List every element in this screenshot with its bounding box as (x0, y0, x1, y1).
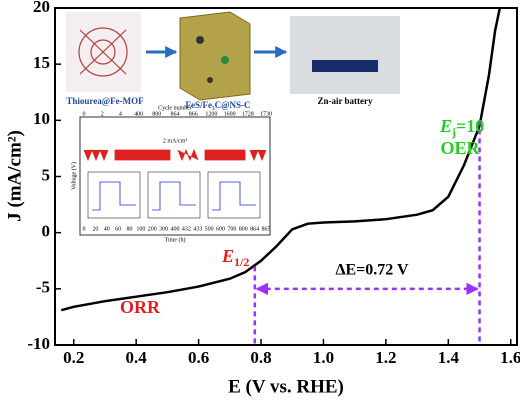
y-axis-title: J (mA/cm²) (4, 130, 25, 222)
data-line (60, 7, 502, 312)
x-tick-label: 1.0 (313, 348, 334, 367)
zoom-panel (207, 171, 261, 219)
inset-cycle-tick: 800 (152, 111, 161, 117)
e-half-label: E1/2 (221, 246, 249, 269)
inset-time-tick: 700 (227, 226, 236, 232)
inset-caption: Thiourea@Fe-MOF (66, 96, 144, 106)
y-tick-label: -10 (27, 334, 50, 353)
zoom-trace (92, 181, 256, 211)
y-tick-label: 20 (33, 0, 50, 16)
x-tick-label: 0.2 (63, 348, 84, 367)
inset-time-tick: 0 (83, 226, 86, 232)
x-axis-title: E (V vs. RHE) (228, 376, 344, 397)
inset-time-tick: 40 (104, 226, 110, 232)
inset-cycle-tick: 1728 (242, 111, 254, 117)
inset-cycle-tick: 1730 (260, 111, 272, 117)
battery-image (290, 16, 400, 94)
battery-display (312, 60, 378, 72)
mof-structure (78, 27, 128, 77)
cycle-trace (83, 148, 267, 162)
e-half-label-part: E (221, 246, 234, 266)
inset-cycle-tick: 1600 (224, 111, 236, 117)
inset-time-title: Time (h) (165, 236, 186, 243)
inset-cycle-tick: 864 (171, 111, 180, 117)
cycle-plot-frame (79, 116, 271, 236)
inset-time-tick: 432 (182, 226, 191, 232)
zoom-panel (147, 171, 201, 219)
y-tick-label: 0 (42, 222, 51, 241)
x-tick-label: 1.6 (500, 348, 520, 367)
cube-image (179, 11, 251, 101)
x-tick-label: 1.2 (375, 348, 396, 367)
inset-cycle-tick: 4 (119, 111, 122, 117)
inset-time-tick: 864 (250, 226, 259, 232)
e-j10-label-part: E (439, 116, 452, 136)
oer-label: OER (440, 138, 480, 158)
inset-cycle-tick: 0 (83, 111, 86, 117)
y-tick-label: 15 (33, 53, 50, 72)
inset-time-tick: 300 (159, 226, 168, 232)
inset-time-tick: 100 (136, 226, 145, 232)
y-tick-label: 5 (42, 165, 51, 184)
inset-current-label: 2 mA/cm² (163, 138, 187, 144)
inset-time-tick: 600 (216, 226, 225, 232)
zoom-panel (87, 171, 141, 219)
inset-time-tick: 800 (239, 226, 248, 232)
inset-time-tick: 60 (115, 226, 121, 232)
inset-time-tick: 200 (148, 226, 157, 232)
delta-e-label: ΔE=0.72 V (335, 262, 409, 279)
e-half-label-part: 1/2 (234, 255, 249, 269)
y-tick-label: -5 (36, 278, 50, 297)
inset-time-tick: 865 (262, 226, 271, 232)
x-tick-label: 1.4 (438, 348, 460, 367)
inset-time-tick: 80 (127, 226, 133, 232)
inset-time-tick: 400 (171, 226, 180, 232)
inset-time-tick: 500 (205, 226, 214, 232)
e-j10-label-part: j (451, 125, 456, 139)
y-tick-label: 10 (33, 109, 50, 128)
x-tick-label: 0.8 (250, 348, 271, 367)
inset-caption: Zn-air battery (317, 96, 373, 106)
inset (66, 11, 400, 236)
orr-label: ORR (120, 297, 161, 317)
x-tick-label: 0.4 (126, 348, 148, 367)
inset-time-tick: 433 (193, 226, 202, 232)
e-j10-label-part: =10 (456, 116, 484, 136)
x-tick-label: 0.6 (188, 348, 209, 367)
inset-cycle-tick: 866 (189, 111, 198, 117)
inset-cycle-tick: 400 (134, 111, 143, 117)
inset-voltage-title: Voltage (V) (70, 162, 77, 190)
inset-time-tick: 20 (92, 226, 98, 232)
inset-cycle-tick: 1200 (205, 111, 217, 117)
inset-cycle-title: Cycle number (158, 105, 192, 111)
inset-cycle-tick: 2 (101, 111, 104, 117)
inset-caption: FeS/Fe₃C@NS-C (185, 100, 250, 110)
e-j10-label: Ej=10 (439, 116, 484, 139)
